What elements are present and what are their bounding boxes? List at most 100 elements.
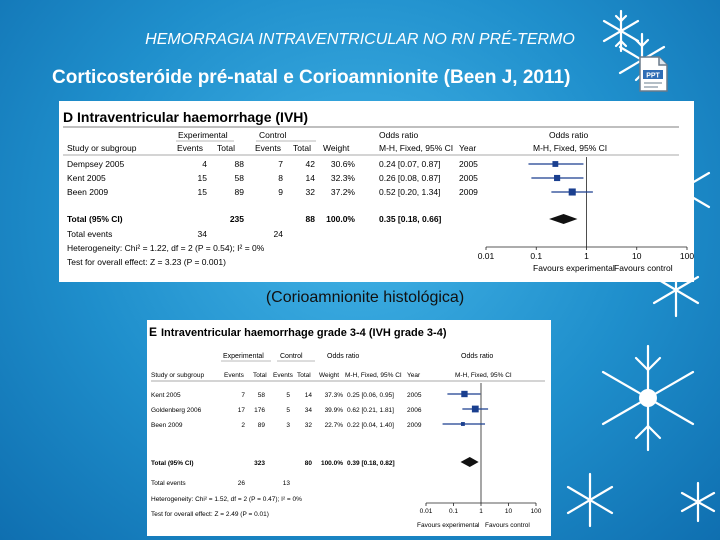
table-cell: 89 <box>235 187 245 197</box>
table-cell: 14 <box>305 392 313 399</box>
table-cell: 15 <box>198 187 208 197</box>
snowflake-icon <box>680 481 716 523</box>
group-experimental: Experimental <box>223 353 264 360</box>
table-cell: 100.0% <box>326 214 355 224</box>
svg-text:PPT: PPT <box>646 73 660 80</box>
table-cell: 89 <box>258 422 266 429</box>
table-cell: 88 <box>306 214 316 224</box>
forest-plot-area <box>425 383 537 506</box>
study-marker <box>554 174 561 182</box>
heterogeneity-text: Heterogeneity: Chi² = 1.52, df = 2 (P = … <box>151 496 302 503</box>
table-cell: 0.25 [0.06, 0.95] <box>347 392 394 399</box>
col-header: Study or subgroup <box>67 143 137 153</box>
study-marker <box>552 161 559 167</box>
slide-title: Corticosteróide pré-natal e Corioamnioni… <box>52 67 571 88</box>
total-label: Total (95% CI) <box>67 214 123 224</box>
table-cell: 26 <box>238 480 246 487</box>
table-cell: 0.39 [0.18, 0.82] <box>347 460 395 467</box>
table-cell: 2005 <box>407 392 422 399</box>
col-odds-ratio: Odds ratio <box>379 130 418 140</box>
table-cell: 32.3% <box>331 173 356 183</box>
group-experimental: Experimental <box>178 130 228 140</box>
table-cell: 9 <box>278 187 283 197</box>
table-cell: 13 <box>283 480 291 487</box>
snowflake-icon <box>601 344 695 452</box>
table-cell: 22.7% <box>325 422 344 429</box>
table-cell: 0.62 [0.21, 1.81] <box>347 407 394 414</box>
table-cell: 34 <box>305 407 313 414</box>
group-control: Control <box>259 130 287 140</box>
tick-label: 0.01 <box>420 508 433 515</box>
ppt-file-icon[interactable]: PPT <box>637 56 669 92</box>
col-header: Study or subgroup <box>151 372 205 379</box>
col-header: Year <box>459 143 476 153</box>
tick-label: 100 <box>680 251 694 261</box>
forest-plot-area <box>485 157 688 250</box>
col-header: Total <box>217 143 235 153</box>
panel-heading: Intraventricular haemorrhage (IVH) <box>77 109 308 125</box>
table-cell: 58 <box>258 392 266 399</box>
tick-label: 100 <box>531 508 542 515</box>
panel-heading: Intraventricular haemorrhage grade 3-4 (… <box>161 327 447 339</box>
table-cell: 32 <box>306 187 316 197</box>
total-events-label: Total events <box>151 480 186 487</box>
table-cell: 2005 <box>459 173 478 183</box>
table-cell: 15 <box>198 173 208 183</box>
caption: (Corioamnionite histológica) <box>265 289 465 306</box>
col-header: M-H, Fixed, 95% CI <box>455 372 512 379</box>
study-name: Been 2009 <box>67 187 108 197</box>
table-cell: 8 <box>278 173 283 183</box>
snowflake-icon <box>602 9 640 53</box>
study-marker <box>471 405 479 413</box>
table-cell: 32 <box>305 422 313 429</box>
forest-plot-ivh: D Intraventricular haemorrhage (IVH) Exp… <box>59 101 694 282</box>
snowflake-icon <box>566 472 614 528</box>
table-cell: 88 <box>235 159 245 169</box>
table-cell: 2009 <box>459 187 478 197</box>
col-header: Events <box>177 143 203 153</box>
panel-label: D <box>63 109 73 125</box>
table-cell: 2005 <box>459 159 478 169</box>
table-cell: 2006 <box>407 407 422 414</box>
study-name: Dempsey 2005 <box>67 159 124 169</box>
study-marker <box>568 188 576 196</box>
forest-plot-ivh-grade-3-4: E Intraventricular haemorrhage grade 3-4… <box>147 320 551 536</box>
table-cell: 5 <box>286 407 290 414</box>
pooled-diamond <box>460 457 479 467</box>
slide-subtitle: HEMORRAGIA INTRAVENTRICULAR NO RN PRÉ-TE… <box>145 31 575 48</box>
table-cell: 100.0% <box>321 460 343 467</box>
col-header: M-H, Fixed, 95% CI <box>533 143 607 153</box>
col-header: M-H, Fixed, 95% CI <box>345 372 402 379</box>
table-cell: 80 <box>305 460 313 467</box>
overall-effect-text: Test for overall effect: Z = 2.49 (P = 0… <box>151 511 269 518</box>
pooled-diamond <box>549 214 578 224</box>
table-cell: 39.9% <box>325 407 344 414</box>
col-odds-ratio-plot: Odds ratio <box>549 130 588 140</box>
table-cell: 0.26 [0.08, 0.87] <box>379 173 440 183</box>
panel-label: E <box>149 325 157 339</box>
table-cell: 42 <box>306 159 316 169</box>
table-cell: 3 <box>286 422 290 429</box>
tick-label: 0.1 <box>530 251 542 261</box>
col-header: Weight <box>319 372 339 379</box>
tick-label: 1 <box>584 251 589 261</box>
tick-label: 0.01 <box>478 251 495 261</box>
group-control: Control <box>280 353 303 360</box>
col-odds-ratio: Odds ratio <box>327 353 359 360</box>
table-cell: 30.6% <box>331 159 356 169</box>
table-cell: 0.24 [0.07, 0.87] <box>379 159 440 169</box>
favours-control: Favours control <box>614 263 673 273</box>
table-cell: 2009 <box>407 422 422 429</box>
col-header: Events <box>255 143 281 153</box>
table-cell: 4 <box>202 159 207 169</box>
tick-label: 0.1 <box>449 508 458 515</box>
col-header: Weight <box>323 143 350 153</box>
table-cell: 24 <box>274 229 284 239</box>
study-name: Kent 2005 <box>151 392 181 399</box>
table-cell: 5 <box>286 392 290 399</box>
table-cell: 0.35 [0.18, 0.66] <box>379 214 442 224</box>
favours-experimental: Favours experimental <box>533 263 615 273</box>
col-header: Total <box>293 143 311 153</box>
study-marker <box>460 422 465 426</box>
col-header: Events <box>273 372 294 379</box>
